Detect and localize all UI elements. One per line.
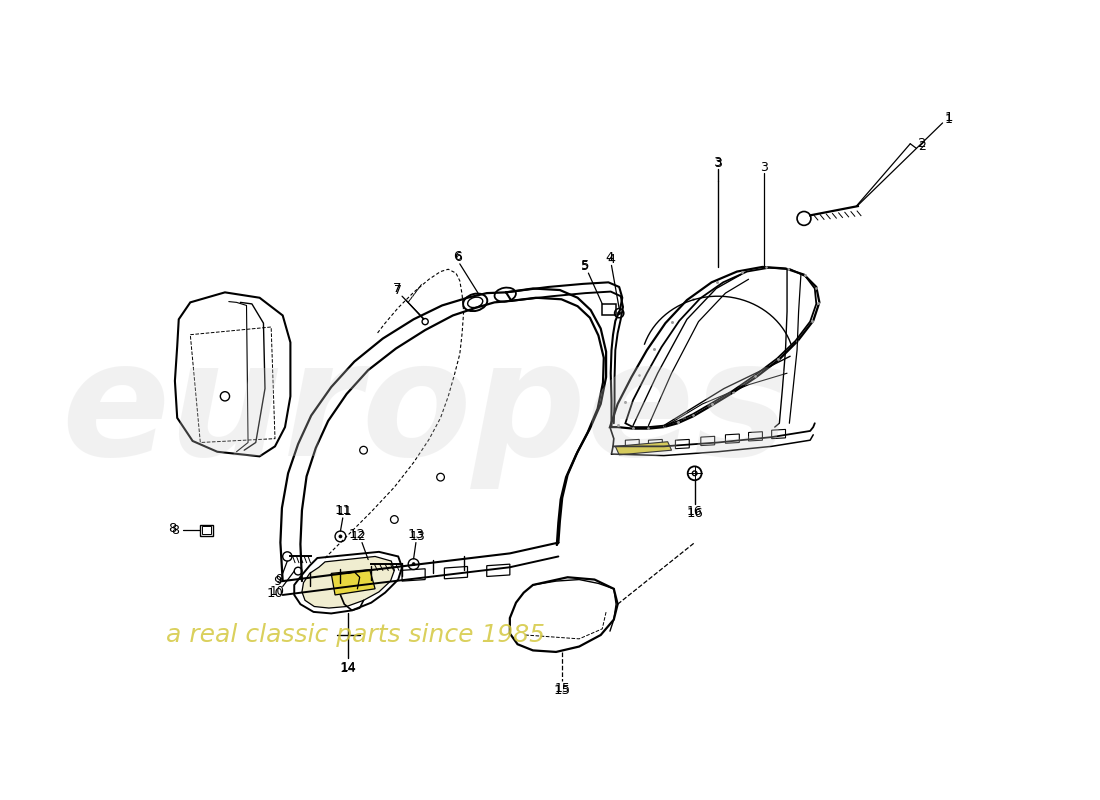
Text: 5: 5 xyxy=(581,261,590,274)
Text: 8: 8 xyxy=(168,522,177,535)
Text: 14: 14 xyxy=(340,661,356,674)
Text: 3: 3 xyxy=(760,161,768,174)
Text: 12: 12 xyxy=(348,529,365,542)
Text: 7: 7 xyxy=(393,282,400,295)
Text: 1: 1 xyxy=(945,111,953,124)
Text: 5: 5 xyxy=(581,259,590,272)
Text: 10: 10 xyxy=(270,586,285,598)
Text: europes: europes xyxy=(60,334,790,489)
Text: 7: 7 xyxy=(394,283,403,297)
Text: 11: 11 xyxy=(337,506,352,518)
Text: 16: 16 xyxy=(686,507,703,520)
Text: 3: 3 xyxy=(714,158,722,170)
Text: 15: 15 xyxy=(553,684,571,697)
Text: 14: 14 xyxy=(340,662,356,675)
Text: 13: 13 xyxy=(409,530,426,543)
Text: 6: 6 xyxy=(454,251,462,264)
Text: 6: 6 xyxy=(453,250,462,262)
Circle shape xyxy=(412,562,415,566)
Bar xyxy=(202,526,211,534)
Text: 9: 9 xyxy=(275,573,283,586)
Text: 9: 9 xyxy=(273,574,282,587)
Polygon shape xyxy=(301,557,395,608)
Text: 15: 15 xyxy=(554,682,570,695)
Text: 4: 4 xyxy=(607,253,615,266)
Text: 8: 8 xyxy=(170,524,179,537)
Text: a real classic parts since 1985: a real classic parts since 1985 xyxy=(166,623,546,647)
Text: 2: 2 xyxy=(917,139,926,153)
Text: 13: 13 xyxy=(407,529,425,542)
Bar xyxy=(200,525,212,536)
Polygon shape xyxy=(615,442,671,455)
Text: 1: 1 xyxy=(945,113,953,126)
Text: 2: 2 xyxy=(917,138,926,150)
Bar xyxy=(603,304,616,314)
Circle shape xyxy=(339,535,342,538)
Text: 4: 4 xyxy=(606,251,614,264)
Text: 16: 16 xyxy=(686,506,703,518)
Text: 12: 12 xyxy=(350,530,366,543)
Text: 10: 10 xyxy=(266,587,284,600)
Circle shape xyxy=(618,311,620,314)
Text: 11: 11 xyxy=(334,504,351,517)
Polygon shape xyxy=(331,570,375,595)
Text: 3: 3 xyxy=(714,156,722,169)
